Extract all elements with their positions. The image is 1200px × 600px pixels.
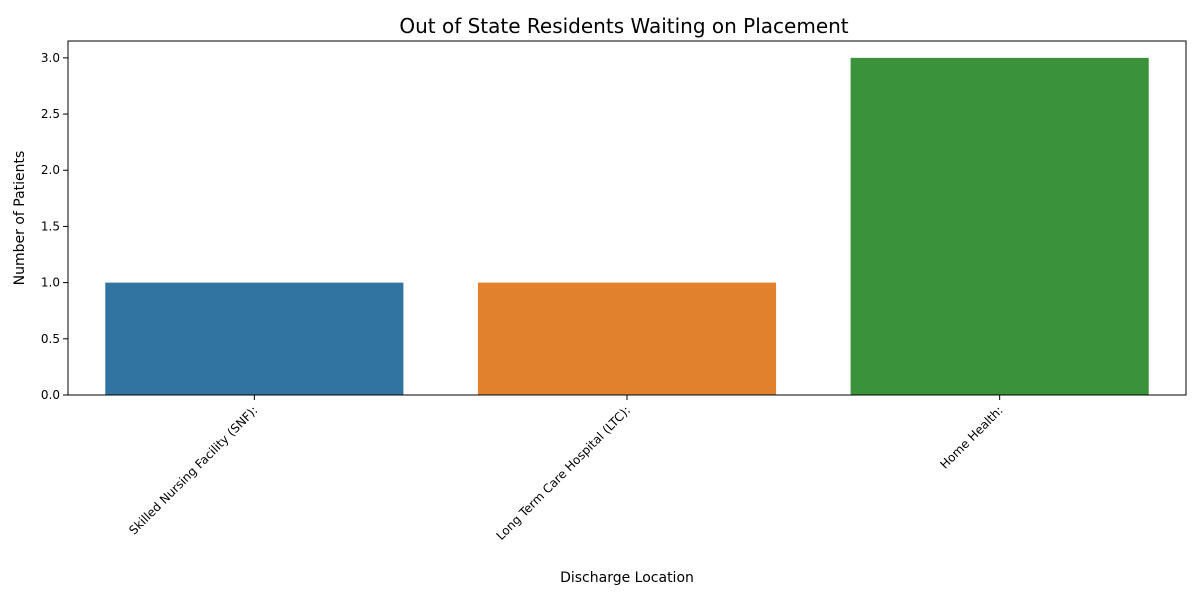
- chart-title: Out of State Residents Waiting on Placem…: [399, 14, 848, 38]
- bar-0: [105, 282, 404, 395]
- y-axis-label: Number of Patients: [12, 151, 28, 286]
- y-tick-label-2: 1.0: [41, 276, 60, 290]
- x-tick-label-2: Home Health:: [937, 403, 1005, 471]
- x-axis-label: Discharge Location: [560, 570, 694, 586]
- y-axis-ticks: 0.0 0.5 1.0 1.5 2.0 2.5 3.0: [41, 51, 68, 402]
- x-tick-label-0: Skilled Nursing Facility (SNF):: [126, 403, 260, 537]
- x-axis-ticks: Skilled Nursing Facility (SNF): Long Term…: [126, 395, 1006, 543]
- plot-frame: [67, 40, 1187, 396]
- y-tick-label-0: 0.0: [41, 388, 60, 402]
- bar-1: [477, 282, 777, 395]
- bar-2: [850, 57, 1149, 395]
- x-tick-label-1: Long Term Care Hospital (LTC):: [493, 403, 633, 543]
- y-tick-label-1: 0.5: [41, 332, 60, 346]
- y-tick-label-3: 1.5: [41, 219, 60, 233]
- y-tick-label-6: 3.0: [41, 51, 60, 65]
- y-tick-label-4: 2.0: [41, 163, 60, 177]
- bars-group: [105, 57, 1149, 395]
- y-tick-label-5: 2.5: [41, 107, 60, 121]
